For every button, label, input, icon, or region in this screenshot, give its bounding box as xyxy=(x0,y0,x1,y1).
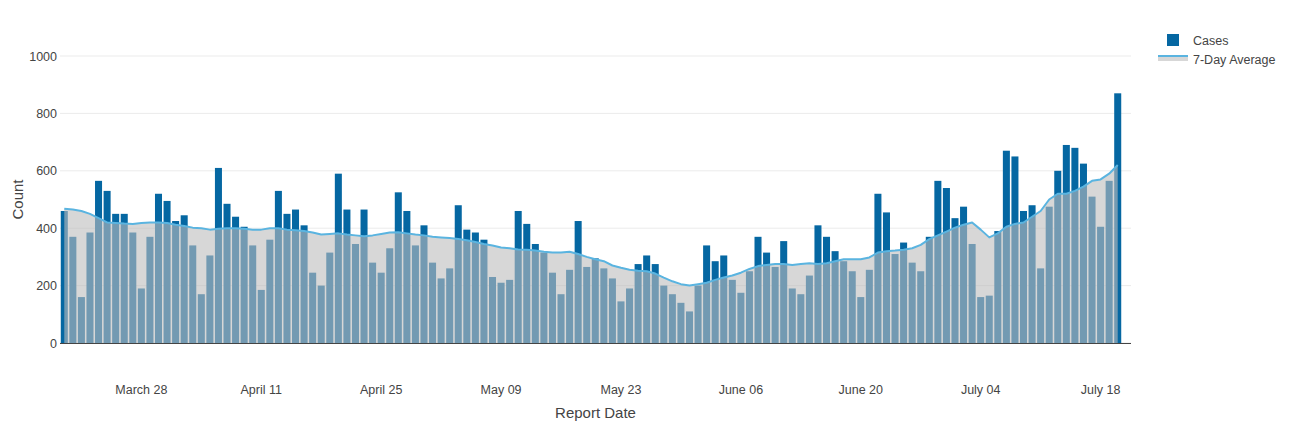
area xyxy=(64,165,1117,343)
legend-label: Cases xyxy=(1193,34,1228,48)
x-axis xyxy=(60,343,1131,344)
grid-line xyxy=(60,113,1131,114)
chart: 0 200 400 600 800 1000 March 28 April 11 April 2… xyxy=(0,0,1299,421)
x-tick-label: March 28 xyxy=(115,383,167,397)
legend-swatch xyxy=(1158,55,1188,61)
x-tick-label: June 06 xyxy=(719,383,764,397)
y-tick-label: 0 xyxy=(50,337,57,351)
line xyxy=(64,165,1117,286)
x-tick-label: May 09 xyxy=(481,383,522,397)
x-tick-label: April 11 xyxy=(241,383,283,397)
x-tick-label: April 25 xyxy=(360,383,402,397)
y-tick-label: 1000 xyxy=(29,50,57,64)
legend-swatch xyxy=(1167,34,1179,46)
x-tick-label: May 23 xyxy=(600,383,641,397)
y-tick-label: 600 xyxy=(36,164,57,178)
y-tick-label: 800 xyxy=(36,107,57,121)
y-axis-title: Count xyxy=(9,179,26,220)
y-tick-label: 400 xyxy=(36,222,57,236)
x-tick-label: July 04 xyxy=(961,383,1001,397)
y-tick-label: 200 xyxy=(36,279,57,293)
marks xyxy=(61,93,1121,343)
x-tick-label: June 20 xyxy=(839,383,884,397)
grid-line xyxy=(60,56,1131,57)
x-tick-label: July 18 xyxy=(1081,383,1121,397)
legend-swatch-line xyxy=(1158,55,1188,57)
x-axis-title: Report Date xyxy=(555,404,636,421)
legend-label: 7-Day Average xyxy=(1193,53,1276,67)
